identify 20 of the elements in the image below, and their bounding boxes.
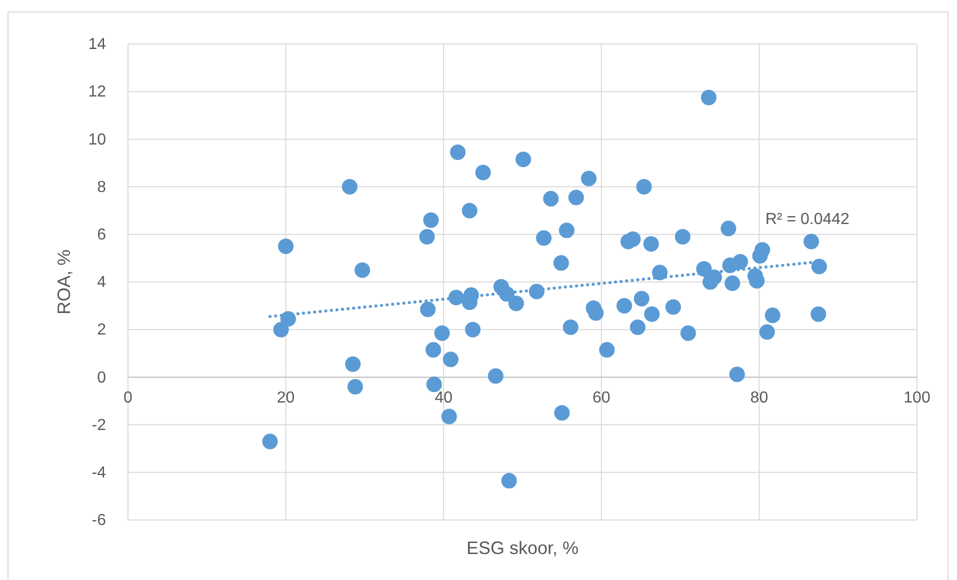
x-tick-label: 0 <box>124 390 133 407</box>
y-tick-label: -4 <box>92 464 106 482</box>
y-axis-title: ROA, % <box>54 249 74 315</box>
y-tick-label: 10 <box>88 131 106 148</box>
x-tick-label: 40 <box>434 390 453 407</box>
x-tick-label: 100 <box>904 390 930 407</box>
x-tick-label: 80 <box>750 390 768 407</box>
x-tick-label: 60 <box>592 390 610 407</box>
y-tick-label: 0 <box>97 369 106 386</box>
y-tick-label: 12 <box>88 84 106 101</box>
y-tick-label: 8 <box>97 178 106 196</box>
y-tick-label: 4 <box>97 274 106 292</box>
x-axis-title: ESG skoor, % <box>466 538 579 558</box>
y-tick-label: 14 <box>88 36 106 54</box>
y-tick-label: 6 <box>97 226 106 244</box>
annotation: R² = 0.0442 <box>765 210 850 228</box>
y-tick-label: -2 <box>92 416 106 434</box>
y-tick-label: -6 <box>92 512 106 530</box>
y-tick-label: 2 <box>97 322 106 339</box>
x-tick-label: 20 <box>276 390 295 407</box>
